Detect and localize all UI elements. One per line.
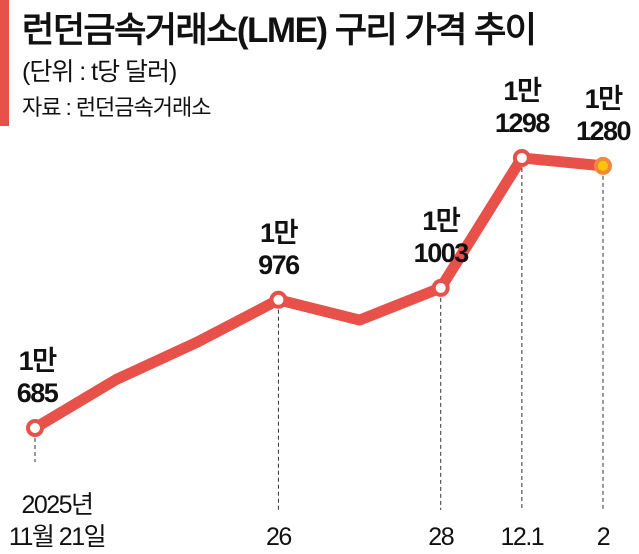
data-point xyxy=(594,156,612,175)
x-tick-label: 2 xyxy=(597,523,610,551)
x-tick-label: 11월 21일 xyxy=(9,523,105,551)
data-point xyxy=(431,278,450,297)
data-label: 1만 xyxy=(503,76,542,106)
chart-title: 런던금속거래소(LME) 구리 가격 추이 xyxy=(22,11,537,50)
x-tick-label: 28 xyxy=(428,523,453,551)
data-label: 1003 xyxy=(414,238,470,268)
data-label: 1298 xyxy=(495,108,551,138)
data-label: 1만 xyxy=(585,84,624,114)
data-point xyxy=(512,148,531,167)
data-label: 1만 xyxy=(260,218,299,248)
x-tick-label: 26 xyxy=(266,523,291,551)
data-point xyxy=(269,290,288,309)
x-tick-label: 2025년 xyxy=(21,491,92,519)
accent-bar xyxy=(0,0,9,126)
data-point xyxy=(26,419,44,437)
source-label: 자료 : 런던금속거래소 xyxy=(22,95,211,120)
series-line xyxy=(29,152,609,434)
data-label: 1280 xyxy=(576,116,631,146)
data-label: 685 xyxy=(17,378,59,408)
x-tick-label: 12.1 xyxy=(501,523,544,551)
data-label: 1만 xyxy=(19,346,58,376)
data-label: 976 xyxy=(258,250,300,280)
data-label: 1만 xyxy=(422,206,461,236)
unit-label: (단위 : t당 달러) xyxy=(22,58,177,86)
